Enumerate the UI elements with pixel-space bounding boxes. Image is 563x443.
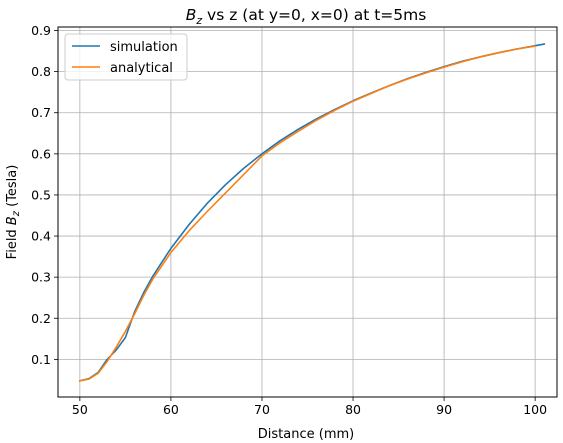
legend-label-analytical: analytical xyxy=(110,61,173,76)
x-tick-label: 60 xyxy=(163,402,179,417)
grid xyxy=(58,27,557,397)
x-axis-ticks: 50 60 70 80 90 100 xyxy=(72,397,547,417)
plot-frame xyxy=(57,26,558,398)
x-axis-label: Distance (mm) xyxy=(258,427,354,442)
x-tick-label: 90 xyxy=(436,402,452,417)
chart-title: Bz vs z (at y=0, x=0) at t=5ms xyxy=(186,6,427,27)
legend: simulation analytical xyxy=(64,33,188,81)
y-tick-label: 0.8 xyxy=(31,64,51,79)
legend-label-simulation: simulation xyxy=(110,40,178,55)
x-tick-label: 100 xyxy=(523,402,547,417)
y-tick-label: 0.2 xyxy=(31,311,51,326)
y-tick-label: 0.5 xyxy=(31,187,51,202)
y-tick-label: 0.3 xyxy=(31,270,51,285)
y-tick-label: 0.7 xyxy=(31,105,51,120)
x-tick-label: 50 xyxy=(72,402,88,417)
y-tick-label: 0.4 xyxy=(31,229,51,244)
series-line-analytical xyxy=(78,45,537,382)
plot-series xyxy=(78,43,546,382)
y-tick-label: 0.9 xyxy=(31,23,51,38)
y-tick-label: 0.6 xyxy=(31,146,51,161)
y-axis-label: Field Bz (Tesla) xyxy=(5,165,22,260)
x-tick-label: 70 xyxy=(254,402,270,417)
y-tick-label: 0.1 xyxy=(31,352,51,367)
y-axis-ticks: 0.1 0.2 0.3 0.4 0.5 0.6 0.7 0.8 0.9 xyxy=(31,23,58,367)
x-tick-label: 80 xyxy=(345,402,361,417)
